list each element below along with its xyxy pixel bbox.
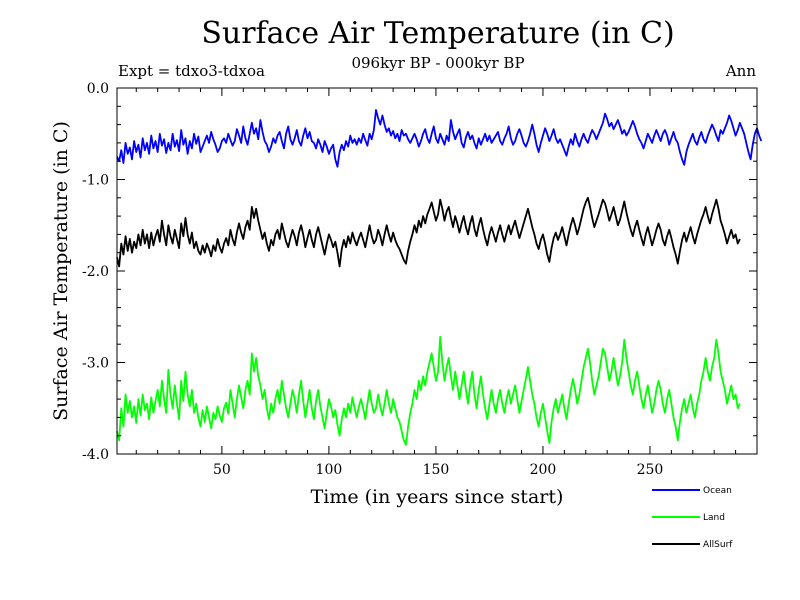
y-tick-label-1: -1.0 bbox=[82, 173, 109, 189]
plot-frame bbox=[116, 87, 758, 455]
y-tick-label-3: -3.0 bbox=[82, 356, 109, 372]
chart-subtitle: 096kyr BP - 000kyr BP bbox=[351, 54, 525, 72]
ticks-layer: 50 100 150 200 250 0.0 -1.0 -2.0 -3.0 -4.0 bbox=[82, 81, 757, 478]
x-tick-label-50: 50 bbox=[213, 462, 231, 478]
legend-label-allsurf: AllSurf bbox=[703, 540, 733, 550]
series-line-ocean bbox=[116, 109, 763, 168]
experiment-label: Expt = tdxo3-tdxoa bbox=[118, 62, 265, 80]
x-tick-label-100: 100 bbox=[316, 462, 343, 478]
x-tick-label-150: 150 bbox=[423, 462, 450, 478]
y-axis-title: Surface Air Temperature (in C) bbox=[50, 121, 72, 421]
y-tick-label-2: -2.0 bbox=[82, 264, 109, 280]
x-tick-label-200: 200 bbox=[530, 462, 557, 478]
series-layer bbox=[116, 109, 763, 446]
y-tick-label-0: 0.0 bbox=[87, 81, 109, 97]
x-tick-label-250: 250 bbox=[637, 462, 664, 478]
series-line-land bbox=[116, 335, 741, 446]
season-label: Ann bbox=[725, 62, 756, 80]
y-tick-label-4: -4.0 bbox=[82, 447, 109, 463]
x-axis-title: Time (in years since start) bbox=[311, 486, 564, 508]
legend-label-ocean: Ocean bbox=[703, 486, 732, 496]
series-line-allsurf bbox=[116, 196, 741, 268]
legend-label-land: Land bbox=[703, 513, 725, 523]
chart-title: Surface Air Temperature (in C) bbox=[201, 16, 675, 51]
legend: Ocean Land AllSurf bbox=[652, 486, 733, 550]
